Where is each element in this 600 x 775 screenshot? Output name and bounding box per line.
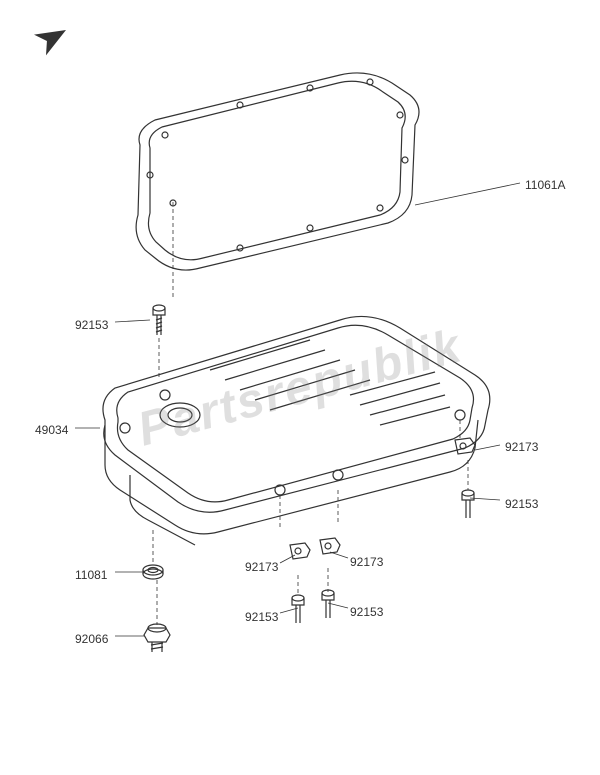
part-label-92153-4: 92153 bbox=[350, 605, 383, 619]
direction-arrow bbox=[34, 20, 72, 56]
part-label-92153-3: 92153 bbox=[245, 610, 278, 624]
diagram-container: Partsrepublik 11061A92153490349217392153… bbox=[0, 0, 600, 775]
washer-11081 bbox=[143, 565, 163, 579]
part-label-92173-2: 92173 bbox=[245, 560, 278, 574]
bolt-92153-top bbox=[153, 305, 165, 335]
clamp-92173-mid2 bbox=[320, 538, 340, 554]
part-label-11081: 11081 bbox=[75, 568, 107, 582]
leader-lines bbox=[75, 183, 520, 636]
drain-plug-92066 bbox=[144, 624, 170, 652]
part-label-92153-1: 92153 bbox=[75, 318, 108, 332]
technical-drawing-svg bbox=[0, 0, 600, 775]
part-label-92173-1: 92173 bbox=[505, 440, 538, 454]
clamp-92173-mid1 bbox=[290, 543, 310, 559]
clamp-92173-right bbox=[455, 438, 475, 454]
part-label-49034: 49034 bbox=[35, 423, 68, 437]
bolt-92153-right bbox=[462, 490, 474, 518]
part-label-92153-2: 92153 bbox=[505, 497, 538, 511]
part-label-92173-3: 92173 bbox=[350, 555, 383, 569]
oil-pan-49034 bbox=[103, 316, 490, 545]
gasket-11061A bbox=[136, 73, 419, 270]
part-label-11061A: 11061A bbox=[525, 178, 565, 192]
part-label-92066: 92066 bbox=[75, 632, 108, 646]
